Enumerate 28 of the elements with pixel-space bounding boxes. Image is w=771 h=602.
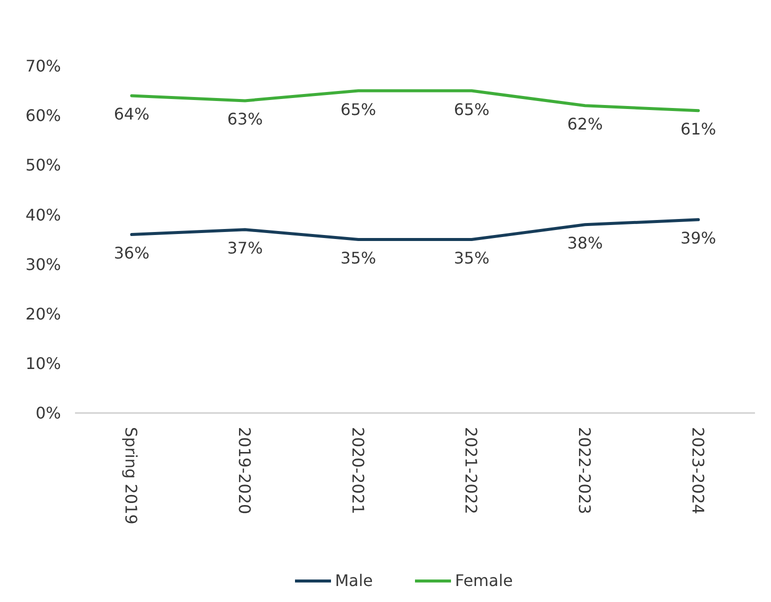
y-tick-label: 70% [25,56,61,76]
data-label: 63% [227,110,263,129]
x-tick-label: 2021-2022 [462,427,481,514]
data-label: 65% [454,100,490,119]
data-label: 35% [340,248,376,268]
y-tick-label: 50% [25,156,61,175]
y-tick-label: 20% [25,304,61,324]
x-tick-label: Spring 2019 [122,427,141,524]
legend-label: Male [335,571,373,590]
data-label: 36% [114,244,150,263]
legend-label: Female [455,571,513,590]
data-label: 62% [567,114,603,134]
data-label: 64% [114,104,150,124]
data-label: 35% [454,248,490,268]
y-tick-label: 10% [25,354,61,374]
data-label: 61% [680,120,716,139]
y-tick-label: 0% [36,404,61,423]
y-tick-label: 40% [25,205,61,224]
data-label: 39% [680,228,716,248]
x-tick-label: 2020-2021 [348,427,368,514]
y-tick-label: 60% [25,106,61,126]
y-tick-label: 30% [25,254,61,274]
x-tick-label: 2022-2023 [575,427,594,514]
x-tick-label: 2019-2020 [235,427,254,514]
data-label: 37% [227,238,263,258]
x-tick-label: 2023-2024 [688,427,708,514]
data-label: 65% [340,100,376,119]
data-label: 38% [567,234,603,253]
